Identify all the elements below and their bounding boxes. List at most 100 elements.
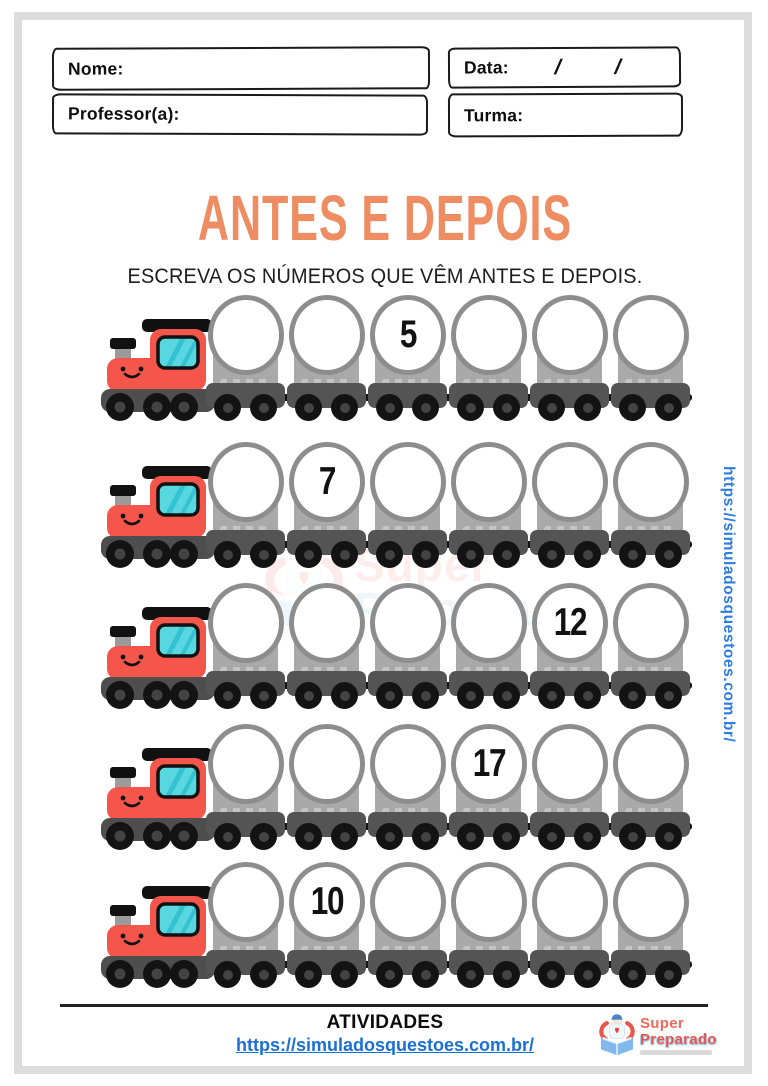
wheel-icon [574,961,601,988]
wheel-icon [538,961,565,988]
train-car [448,862,529,988]
number-circle[interactable] [369,862,446,942]
number-circle[interactable] [531,862,608,942]
page-title: ANTES E DEPOIS [197,183,573,255]
number-circle[interactable] [288,295,365,375]
wheel-icon [376,823,403,850]
number-circle[interactable] [531,724,608,804]
number-circle[interactable] [450,442,527,522]
side-url-link[interactable]: https://simuladosquestoes.com.br/ [720,466,737,743]
number-circle[interactable] [369,724,446,804]
train-car [286,724,367,850]
number-circle[interactable] [450,583,527,663]
train-car [205,295,286,421]
wheel-icon [619,823,646,850]
wheel-icon [376,394,403,421]
number-circle[interactable] [207,295,284,375]
footer-heading: ATIVIDADES [326,1012,444,1033]
wheel-icon [295,541,322,568]
wheel-icon [538,541,565,568]
footer-divider [60,1004,708,1007]
wheel-icon [250,961,277,988]
train-car [205,442,286,568]
wheel-icon [457,682,484,709]
number-circle[interactable] [207,442,284,522]
footer-url-link[interactable]: https://simuladosquestoes.com.br/ [235,1035,535,1055]
wheel-icon [493,682,520,709]
wheel-icon [412,394,439,421]
logo-text-super: Super [640,1015,685,1032]
wheel-icon [655,682,682,709]
wheel-icon [457,823,484,850]
train-car [448,442,529,568]
wheel-icon [619,394,646,421]
circle-number: 10 [310,880,344,923]
number-circle[interactable] [612,724,689,804]
number-circle[interactable] [288,724,365,804]
locomotive-icon [101,748,215,850]
train-car [610,724,691,850]
wheel-icon [412,541,439,568]
wheel-icon [331,394,358,421]
circle-number: 7 [318,460,336,503]
footer: ATIVIDADES https://simuladosquestoes.com… [15,1012,755,1056]
super-preparado-mascot-icon [599,1014,635,1056]
number-circle[interactable]: 12 [531,583,608,663]
train-car [448,295,529,421]
train-car: 10 [286,862,367,988]
number-circle[interactable] [612,583,689,663]
number-circle[interactable] [612,295,689,375]
number-circle[interactable] [207,724,284,804]
number-circle[interactable] [207,862,284,942]
number-circle[interactable] [612,442,689,522]
wheel-icon [538,682,565,709]
number-circle[interactable] [207,583,284,663]
train-row: 7 [100,442,700,568]
wheel-icon [655,961,682,988]
wheel-icon [493,541,520,568]
wheel-icon [457,394,484,421]
number-circle[interactable] [531,295,608,375]
number-circle[interactable] [369,583,446,663]
train-row: 12 [100,583,700,709]
train-car [448,583,529,709]
train-car [529,295,610,421]
wheel-icon [457,961,484,988]
wheel-icon [619,682,646,709]
train-car [610,295,691,421]
number-circle[interactable]: 5 [369,295,446,375]
number-circle[interactable]: 17 [450,724,527,804]
number-circle[interactable] [450,295,527,375]
wheel-icon [214,541,241,568]
wheel-icon [412,682,439,709]
logo-text-preparado: Preparado [640,1031,717,1049]
train-car [367,442,448,568]
wheel-icon [250,682,277,709]
number-circle[interactable]: 7 [288,442,365,522]
locomotive-icon [101,466,215,568]
number-circle[interactable] [531,442,608,522]
wheel-icon [214,823,241,850]
wheel-icon [376,682,403,709]
number-circle[interactable] [450,862,527,942]
train-car: 5 [367,295,448,421]
wagon-group: 5 [205,295,691,421]
wheel-icon [331,682,358,709]
number-circle[interactable] [369,442,446,522]
train-car [205,724,286,850]
train-car [286,583,367,709]
number-circle[interactable] [612,862,689,942]
number-circle[interactable]: 10 [288,862,365,942]
train-car: 7 [286,442,367,568]
wheel-icon [295,823,322,850]
wheel-icon [331,961,358,988]
wheel-icon [574,394,601,421]
wheel-icon [493,961,520,988]
wheel-icon [295,394,322,421]
super-preparado-logo: Super Preparado [596,1013,719,1057]
number-circle[interactable] [288,583,365,663]
circle-number: 12 [553,601,587,644]
wheel-icon [412,823,439,850]
train-row: 17 [100,724,700,850]
wheel-icon [214,394,241,421]
